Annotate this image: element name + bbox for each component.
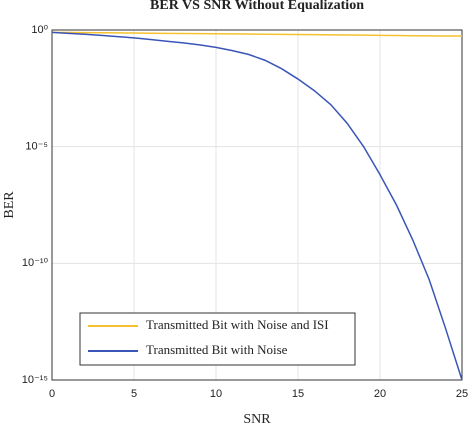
chart-title: BER VS SNR Without Equalization (150, 0, 364, 13)
y-tick-label: 10⁻¹⁰ (22, 257, 49, 269)
legend-box (79, 312, 356, 366)
series-line (51, 31, 463, 381)
y-tick-label: 10⁻⁵ (25, 141, 48, 153)
x-tick-label: 5 (131, 388, 137, 400)
legend-label: Transmitted Bit with Noise and ISI (146, 317, 329, 332)
y-axis-label: BER (2, 191, 17, 219)
x-tick-label: 10 (210, 388, 222, 400)
y-tick-label: 10⁰ (31, 24, 48, 36)
plot-frame (51, 29, 463, 381)
series-line (51, 31, 462, 37)
x-tick-label: 25 (456, 388, 468, 400)
x-tick-label: 15 (292, 388, 304, 400)
x-tick-label: 0 (49, 388, 55, 400)
y-tick-label: 10⁻¹⁵ (22, 374, 48, 386)
legend-label: Transmitted Bit with Noise (146, 342, 288, 357)
x-axis-label: SNR (243, 412, 271, 427)
x-tick-label: 20 (374, 388, 386, 400)
